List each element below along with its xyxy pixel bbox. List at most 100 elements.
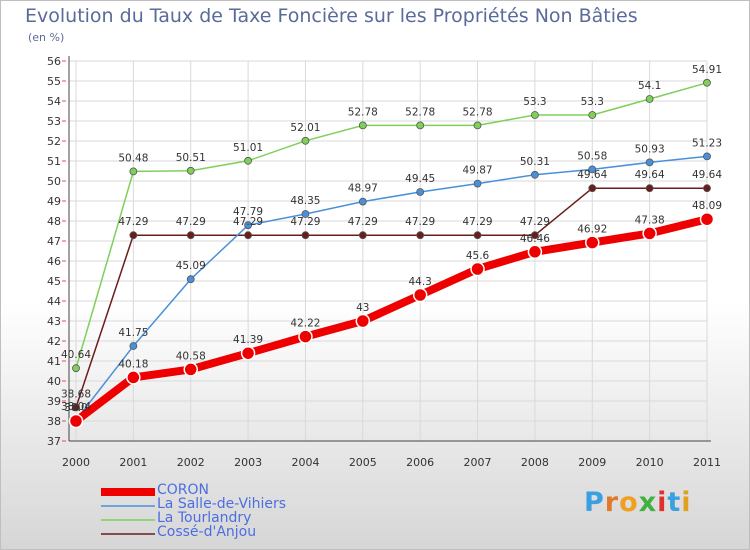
data-label-cosse-d-anjou: 49.64 <box>577 169 607 181</box>
series-line-la-salle-de-vihiers <box>75 155 708 421</box>
data-label-coron: 40.58 <box>176 350 206 362</box>
y-tick-label: 47 <box>47 235 61 248</box>
data-point-cosse-d-anjou <box>588 184 597 193</box>
data-point-la-tourlandry <box>301 136 310 145</box>
data-label-cosse-d-anjou: 47.29 <box>233 216 263 228</box>
data-point-la-tourlandry <box>129 167 138 176</box>
data-label-coron: 40.18 <box>118 358 148 370</box>
x-tick-label: 2008 <box>521 456 549 469</box>
data-point-coron <box>699 211 715 227</box>
y-tick-label: 41 <box>47 355 61 368</box>
y-tick-label: 38 <box>47 415 61 428</box>
data-label-coron: 46.46 <box>520 233 550 245</box>
data-label-la-tourlandry: 53.3 <box>581 96 604 108</box>
y-tick-label: 50 <box>47 175 61 188</box>
data-point-cosse-d-anjou <box>531 231 539 240</box>
logo-letter: o <box>619 487 639 518</box>
y-tick-label: 52 <box>47 135 61 148</box>
data-label-coron: 42.22 <box>290 318 320 330</box>
proxiti-logo: Proxiti <box>584 487 692 518</box>
legend-label-la-tourlandry: La Tourlandry <box>157 510 252 526</box>
data-label-la-salle-de-vihiers: 49.45 <box>405 173 435 185</box>
data-label-coron: 38.0 <box>64 402 87 414</box>
data-point-la-salle-de-vihiers <box>301 210 310 218</box>
logo-letter: x <box>638 487 658 518</box>
x-tick-label: 2000 <box>62 456 90 469</box>
y-tick-label: 46 <box>47 255 61 268</box>
data-point-coron <box>298 329 313 344</box>
data-label-la-tourlandry: 50.48 <box>118 152 148 164</box>
logo-letter: i <box>681 487 692 518</box>
data-label-la-tourlandry: 52.78 <box>405 106 435 118</box>
data-label-cosse-d-anjou: 47.29 <box>405 216 435 228</box>
data-point-la-tourlandry <box>358 121 367 130</box>
x-tick-label: 2009 <box>578 456 606 469</box>
data-label-cosse-d-anjou: 49.64 <box>635 169 665 181</box>
y-tick-label: 56 <box>47 55 61 68</box>
legend-swatch-coron <box>101 488 155 496</box>
x-tick-label: 2006 <box>406 456 434 469</box>
data-point-coron <box>470 261 485 277</box>
data-point-la-salle-de-vihiers <box>645 158 654 167</box>
legend-label-cosse-d-anjou: Cossé-d'Anjou <box>157 524 257 540</box>
data-label-la-tourlandry: 52.78 <box>348 106 378 118</box>
data-label-cosse-d-anjou: 47.29 <box>176 216 206 228</box>
data-point-coron <box>585 235 600 250</box>
data-point-la-salle-de-vihiers <box>416 188 425 196</box>
data-label-la-tourlandry: 50.51 <box>176 152 206 164</box>
y-tick-label: 45 <box>47 275 61 288</box>
data-label-la-tourlandry: 53.3 <box>523 96 546 108</box>
logo-letter: r <box>604 487 620 518</box>
data-label-la-tourlandry: 40.64 <box>61 349 91 361</box>
y-tick-label: 42 <box>47 335 61 348</box>
x-tick-label: 2002 <box>177 456 205 469</box>
x-tick-label: 2011 <box>693 456 721 469</box>
legend-swatch-la-tourlandry <box>101 519 155 521</box>
data-label-la-salle-de-vihiers: 50.93 <box>635 143 665 155</box>
data-point-la-tourlandry <box>416 121 425 130</box>
data-label-coron: 44.3 <box>408 276 431 288</box>
y-tick-label: 51 <box>47 155 61 168</box>
data-label-la-salle-de-vihiers: 50.58 <box>577 150 607 162</box>
data-point-la-salle-de-vihiers <box>129 342 138 350</box>
data-point-la-tourlandry <box>531 111 539 119</box>
data-point-cosse-d-anjou <box>473 231 482 240</box>
data-label-coron: 45.6 <box>466 250 490 262</box>
data-point-cosse-d-anjou <box>129 231 138 240</box>
data-label-cosse-d-anjou: 49.64 <box>692 169 722 181</box>
y-tick-label: 55 <box>47 75 61 88</box>
data-label-la-tourlandry: 52.01 <box>290 122 320 134</box>
data-point-cosse-d-anjou <box>244 231 252 240</box>
data-label-cosse-d-anjou: 47.29 <box>290 216 320 228</box>
data-label-coron: 43 <box>356 302 369 314</box>
data-point-coron <box>412 287 428 303</box>
legend-swatch-cosse-d-anjou <box>101 533 155 535</box>
logo-letter: P <box>584 487 605 518</box>
y-tick-label: 44 <box>47 295 61 308</box>
data-label-la-tourlandry: 54.91 <box>692 64 722 76</box>
data-label-cosse-d-anjou: 38.68 <box>61 388 91 400</box>
data-label-la-salle-de-vihiers: 49.87 <box>463 165 493 177</box>
y-tick-label: 40 <box>47 375 61 388</box>
data-point-la-salle-de-vihiers <box>588 165 597 174</box>
data-point-la-salle-de-vihiers <box>244 221 252 230</box>
series-line-la-tourlandry <box>75 82 708 369</box>
data-point-la-salle-de-vihiers <box>531 170 539 179</box>
legend-swatch-la-salle-de-vihiers <box>101 505 155 507</box>
data-point-la-salle-de-vihiers <box>473 179 482 188</box>
data-label-la-salle-de-vihiers: 41.75 <box>118 327 148 339</box>
data-point-coron <box>240 345 256 361</box>
data-label-la-salle-de-vihiers: 45.09 <box>176 260 206 272</box>
data-label-cosse-d-anjou: 47.29 <box>463 216 493 228</box>
data-point-coron <box>355 313 371 329</box>
data-label-la-salle-de-vihiers: 50.31 <box>520 156 550 168</box>
data-label-coron: 41.39 <box>233 334 263 346</box>
data-label-la-salle-de-vihiers: 48.97 <box>348 183 378 195</box>
data-point-coron <box>68 413 84 429</box>
data-point-cosse-d-anjou <box>72 403 80 412</box>
x-tick-label: 2001 <box>119 456 147 469</box>
y-tick-label: 37 <box>47 435 61 448</box>
data-point-cosse-d-anjou <box>416 231 425 240</box>
data-label-coron: 48.09 <box>692 200 722 212</box>
